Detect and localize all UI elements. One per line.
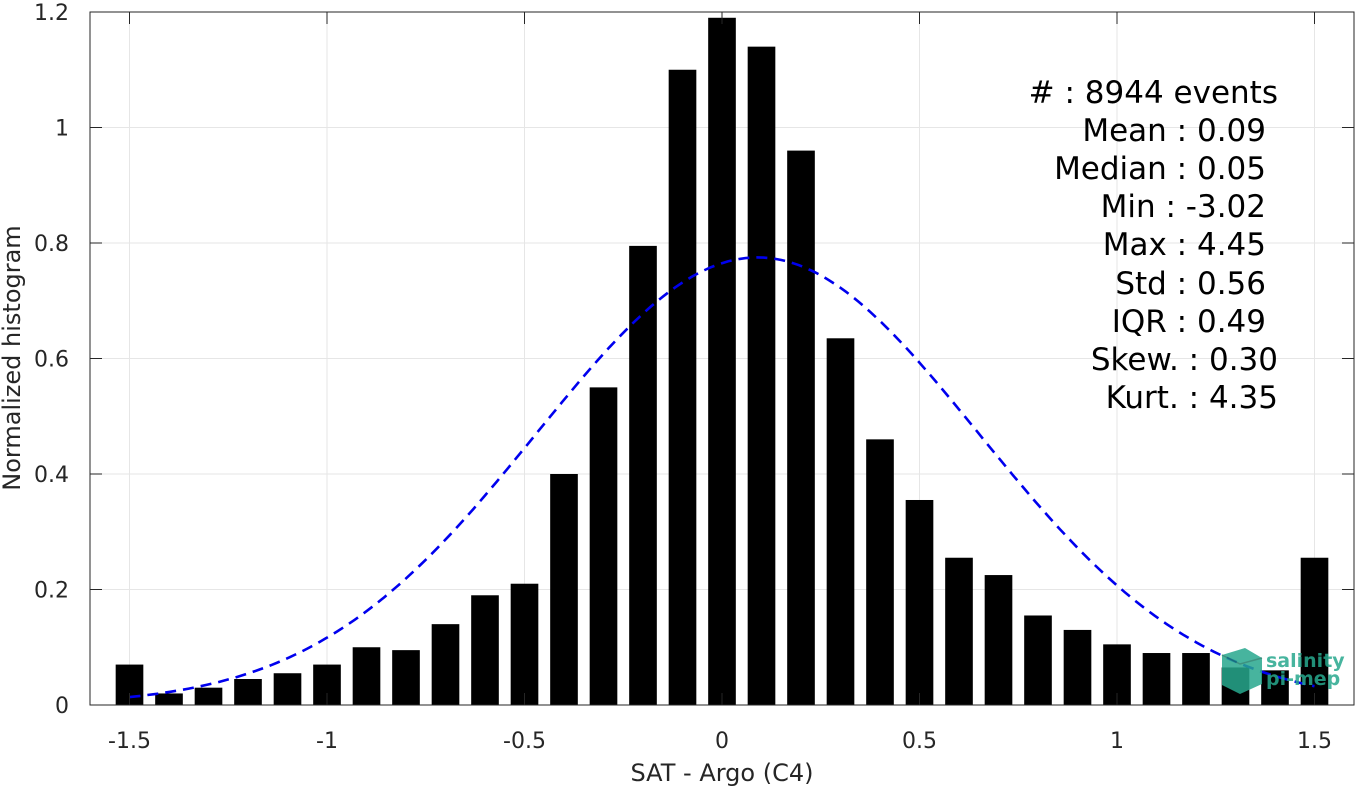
histogram-bar bbox=[905, 499, 934, 705]
histogram-bar bbox=[550, 474, 578, 705]
y-tick-label: 0.8 bbox=[34, 232, 69, 257]
histogram-bar bbox=[273, 673, 302, 705]
histogram-bar bbox=[234, 679, 262, 705]
histogram-bar bbox=[787, 150, 815, 706]
stat-iqr: IQR : 0.49 bbox=[1112, 304, 1266, 340]
stat-skew: Skew. : 0.30 bbox=[1091, 342, 1278, 378]
histogram-bar bbox=[945, 557, 973, 705]
y-tick-labels: 0 0.2 0.4 0.6 0.8 1 1.2 bbox=[34, 1, 69, 719]
stat-min: Min : -3.02 bbox=[1101, 189, 1266, 225]
y-tick-label: 1 bbox=[55, 117, 69, 142]
stat-mean: Mean : 0.09 bbox=[1082, 113, 1266, 149]
histogram-bar bbox=[1261, 670, 1289, 705]
stat-max: Max : 4.45 bbox=[1103, 227, 1266, 263]
tick-marks bbox=[90, 11, 1354, 706]
histogram-bar bbox=[1024, 615, 1052, 705]
stats-box: # : 8944 events Mean : 0.09 Median : 0.0… bbox=[1029, 75, 1278, 416]
x-tick-label: -1.5 bbox=[108, 729, 151, 754]
x-tick-label: -1 bbox=[316, 729, 338, 754]
x-axis-label: SAT - Argo (C4) bbox=[631, 759, 814, 787]
histogram-bar bbox=[1063, 629, 1092, 705]
salinity-pimep-logo: salinity pi-mep bbox=[1221, 648, 1345, 694]
bars bbox=[115, 17, 1329, 706]
histogram-bar bbox=[668, 69, 697, 705]
histogram-bar bbox=[352, 647, 381, 705]
logo-line2: pi-mep bbox=[1266, 668, 1340, 690]
x-tick-labels: -1.5 -1 -0.5 0 0.5 1 1.5 bbox=[108, 729, 1332, 754]
histogram-bar bbox=[1182, 653, 1210, 705]
stat-events: # : 8944 events bbox=[1029, 75, 1278, 111]
histogram-bar bbox=[510, 583, 539, 705]
histogram-bar bbox=[194, 687, 223, 705]
histogram-bar bbox=[589, 387, 618, 705]
x-tick-label: 1.5 bbox=[1297, 729, 1332, 754]
y-tick-label: 0 bbox=[55, 694, 69, 719]
x-tick-label: 0 bbox=[715, 729, 729, 754]
gaussian-fit-line bbox=[129, 256, 1315, 699]
x-tick-label: 0.5 bbox=[902, 729, 937, 754]
histogram-bar bbox=[708, 17, 736, 705]
y-tick-label: 0.6 bbox=[34, 348, 69, 373]
logo-line1: salinity bbox=[1266, 650, 1345, 672]
histogram-bar bbox=[984, 575, 1013, 705]
histogram-bar bbox=[431, 624, 460, 705]
histogram-bar bbox=[392, 650, 420, 705]
histogram-bar bbox=[1142, 653, 1171, 705]
histogram-bar bbox=[1300, 557, 1329, 705]
x-tick-label: 1 bbox=[1110, 729, 1124, 754]
histogram-bar bbox=[471, 595, 499, 705]
stat-kurt: Kurt. : 4.35 bbox=[1106, 380, 1278, 416]
histogram-bar bbox=[155, 693, 183, 705]
stat-median: Median : 0.05 bbox=[1054, 151, 1266, 187]
y-tick-label: 1.2 bbox=[34, 1, 69, 26]
logo-cube-edge-icon bbox=[1221, 654, 1263, 665]
histogram-bar bbox=[629, 245, 657, 705]
histogram-bar bbox=[866, 439, 894, 705]
y-tick-label: 0.2 bbox=[34, 579, 69, 604]
histogram-bar bbox=[826, 338, 855, 705]
x-tick-label: -0.5 bbox=[503, 729, 546, 754]
y-tick-label: 0.4 bbox=[34, 463, 69, 488]
stat-std: Std : 0.56 bbox=[1115, 266, 1266, 302]
histogram-bar bbox=[747, 46, 776, 705]
y-axis-label: Normalized histogram bbox=[0, 225, 26, 490]
